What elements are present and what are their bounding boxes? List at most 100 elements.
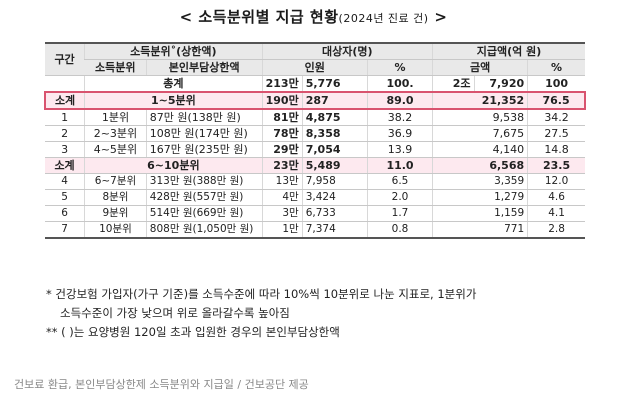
subtotal-people-b: 287 [301, 91, 368, 110]
row-pct: 1.7 [366, 205, 433, 222]
header-group: 구간 [45, 43, 85, 76]
header-amount-group: 지급액(억 원) [432, 43, 585, 60]
row-cap: 428만 원(557만 원) [145, 189, 263, 206]
subtotal-pct: 11.0 [366, 157, 433, 174]
table-row: 6 9분위 514만 원(669만 원) 3만 6,733 1.7 1,159 … [45, 205, 585, 222]
row-cap: 167만 원(235만 원) [145, 141, 263, 158]
footnote-1-cont: 소득수준이 가장 낮으며 위로 올라갈수록 높아짐 [60, 306, 290, 320]
row-group: 5 [45, 189, 85, 206]
row-tier: 8분위 [84, 189, 147, 206]
row-amount: 771 [432, 221, 528, 239]
table-row: 7 10분위 808만 원(1,050만 원) 1만 7,374 0.8 771… [45, 221, 585, 239]
row-tier: 10분위 [84, 221, 147, 239]
row-people-b: 7,374 [301, 221, 368, 239]
total-amt-a: 2조 [432, 75, 475, 93]
row-people-b: 7,958 [301, 173, 368, 190]
total-pct: 100. [366, 75, 433, 93]
row-amount: 1,159 [432, 205, 528, 222]
subtotal-amt-pct: 76.5 [527, 91, 587, 110]
row-group: 4 [45, 173, 85, 190]
row-people-b: 7,054 [301, 141, 368, 158]
header-pct: % [366, 59, 433, 76]
subtotal-people-a: 23만 [261, 157, 303, 174]
subtotal-amount: 21,352 [432, 91, 528, 110]
subtotal-group: 소계 [45, 157, 85, 174]
subtotal-label: 6~10분위 [84, 157, 263, 174]
row-amount: 7,675 [432, 125, 528, 142]
footnote-1: * 건강보험 가입자(가구 기준)를 소득수준에 따라 10%씩 10분위로 나… [46, 287, 477, 301]
row-tier: 4~5분위 [84, 141, 147, 158]
subtotal-group: 소계 [44, 91, 85, 110]
row-amt-pct: 12.0 [527, 173, 585, 190]
row-people-b: 3,424 [301, 189, 368, 206]
row-tier: 6~7분위 [84, 173, 147, 190]
table-row: 5 8분위 428만 원(557만 원) 4만 3,424 2.0 1,279 … [45, 189, 585, 206]
header-income-tier: 소득분위 [84, 59, 147, 76]
row-amount: 1,279 [432, 189, 528, 206]
row-pct: 2.0 [366, 189, 433, 206]
title-main: < 소득분위별 지급 현황 [179, 8, 339, 26]
row-group: 3 [45, 141, 85, 158]
header-recipients: 대상자(명) [261, 43, 433, 60]
row-people-b: 8,358 [301, 125, 368, 142]
row-group: 7 [45, 221, 85, 239]
row-cap: 514만 원(669만 원) [145, 205, 263, 222]
row-amount: 3,359 [432, 173, 528, 190]
row-amt-pct: 14.8 [527, 141, 585, 158]
row-cap: 313만 원(388만 원) [145, 173, 263, 190]
header-amount: 금액 [432, 59, 528, 76]
total-amt-b: 7,920 [473, 75, 528, 93]
header-cap: 본인부담상한액 [145, 59, 263, 76]
row-pct: 0.8 [366, 221, 433, 239]
subtotal-row-6-10: 소계 6~10분위 23만 5,489 11.0 6,568 23.5 [45, 157, 585, 174]
subtotal-amt-pct: 23.5 [527, 157, 585, 174]
subtotal-people-a: 190만 [261, 91, 303, 110]
total-people-b: 5,776 [301, 75, 368, 93]
row-tier: 1분위 [84, 109, 147, 126]
row-people-b: 6,733 [301, 205, 368, 222]
table-title: < 소득분위별 지급 현황(2024년 진료 건) > [0, 6, 627, 27]
subtotal-pct: 89.0 [366, 91, 433, 110]
header-people: 인원 [261, 59, 368, 76]
row-people-a: 1만 [261, 221, 303, 239]
row-cap: 108만 원(174만 원) [145, 125, 263, 142]
subtotal-amount: 6,568 [432, 157, 528, 174]
table-row: 3 4~5분위 167만 원(235만 원) 29만 7,054 13.9 4,… [45, 141, 585, 158]
row-group: 2 [45, 125, 85, 142]
table-row: 2 2~3분위 108만 원(174만 원) 78만 8,358 36.9 7,… [45, 125, 585, 142]
footnotes: * 건강보험 가입자(가구 기준)를 소득수준에 따라 10%씩 10분위로 나… [46, 285, 606, 342]
row-people-a: 13만 [261, 173, 303, 190]
row-pct: 38.2 [366, 109, 433, 126]
row-amt-pct: 34.2 [527, 109, 585, 126]
footnote-2: ** ( )는 요양병원 120일 초과 입원한 경우의 본인부담상한액 [46, 325, 340, 339]
row-amt-pct: 2.8 [527, 221, 585, 239]
row-people-b: 4,875 [301, 109, 368, 126]
total-people-a: 213만 [261, 75, 303, 93]
subtotal-row-1-5: 소계 1~5분위 190만 287 89.0 21,352 76.5 [44, 91, 587, 110]
row-pct: 13.9 [366, 141, 433, 158]
row-amt-pct: 4.6 [527, 189, 585, 206]
table-row: 1 1분위 87만 원(138만 원) 81만 4,875 38.2 9,538… [45, 109, 585, 126]
income-tier-table: 구간 소득분위˚(상한액) 대상자(명) 지급액(억 원) 소득분위 본인부담상… [44, 42, 587, 239]
subtotal-label: 1~5분위 [84, 91, 263, 110]
row-cap: 808만 원(1,050만 원) [145, 221, 263, 239]
total-row: 총계 213만 5,776 100. 2조 7,920 100 [45, 75, 585, 93]
row-tier: 9분위 [84, 205, 147, 222]
row-amount: 9,538 [432, 109, 528, 126]
row-people-a: 4만 [261, 189, 303, 206]
table-row: 4 6~7분위 313만 원(388만 원) 13만 7,958 6.5 3,3… [45, 173, 585, 190]
total-amt-pct: 100 [527, 75, 585, 93]
row-group: 6 [45, 205, 85, 222]
row-tier: 2~3분위 [84, 125, 147, 142]
title-sub: (2024년 진료 건) [338, 12, 429, 25]
row-pct: 6.5 [366, 173, 433, 190]
row-people-a: 29만 [261, 141, 303, 158]
row-people-a: 81만 [261, 109, 303, 126]
row-cap: 87만 원(138만 원) [145, 109, 263, 126]
subtotal-people-b: 5,489 [301, 157, 368, 174]
header-income-group: 소득분위˚(상한액) [84, 43, 263, 60]
total-label: 총계 [84, 75, 263, 93]
header-pct2: % [527, 59, 585, 76]
row-amount: 4,140 [432, 141, 528, 158]
row-people-a: 78만 [261, 125, 303, 142]
